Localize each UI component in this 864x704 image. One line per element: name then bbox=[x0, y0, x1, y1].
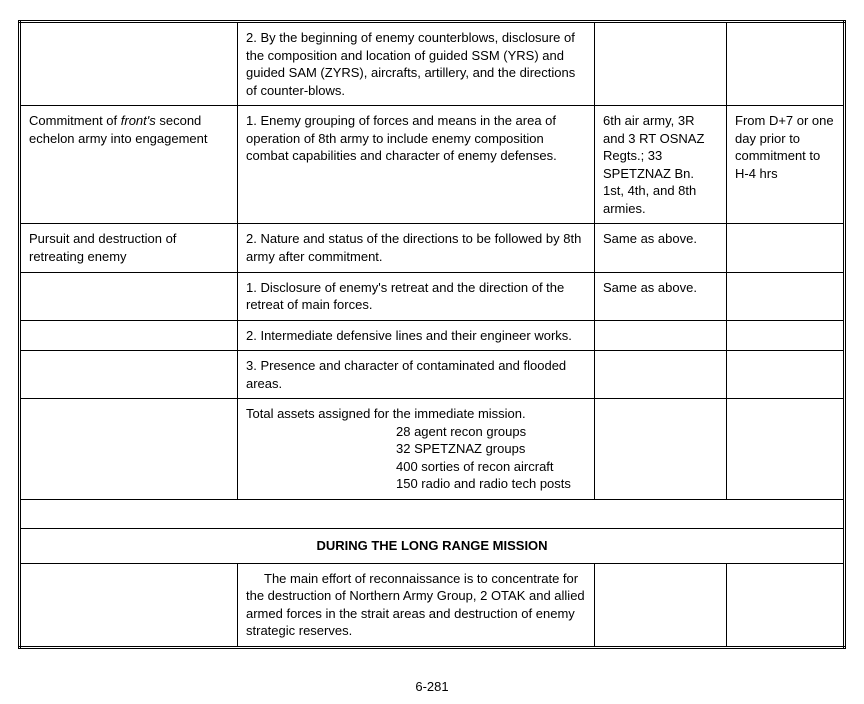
mission-table: 2. By the beginning of enemy counterblow… bbox=[18, 20, 846, 649]
section-header-row: DURING THE LONG RANGE MISSION bbox=[20, 529, 845, 564]
table-row: 3. Presence and character of contaminate… bbox=[20, 351, 845, 399]
cell-assets bbox=[595, 22, 727, 106]
cell-phase: Commitment of front's second echelon arm… bbox=[20, 106, 238, 224]
table-row: The main effort of reconnaissance is to … bbox=[20, 563, 845, 647]
page-number: 6-281 bbox=[18, 679, 846, 694]
table-row: Commitment of front's second echelon arm… bbox=[20, 106, 845, 224]
cell-phase bbox=[20, 563, 238, 647]
cell-timing bbox=[727, 399, 845, 500]
cell-timing bbox=[727, 351, 845, 399]
table-row: Pursuit and destruction of retreating en… bbox=[20, 224, 845, 272]
list-item: 400 sorties of recon aircraft bbox=[396, 458, 586, 476]
cell-assets bbox=[595, 563, 727, 647]
cell-task: 1. Enemy grouping of forces and means in… bbox=[238, 106, 595, 224]
list-item: 28 agent recon groups bbox=[396, 423, 586, 441]
cell-assets bbox=[595, 320, 727, 351]
section-header: DURING THE LONG RANGE MISSION bbox=[20, 529, 845, 564]
cell-timing bbox=[727, 224, 845, 272]
assets-title: Total assets assigned for the immediate … bbox=[246, 405, 586, 423]
cell-phase: Pursuit and destruction of retreating en… bbox=[20, 224, 238, 272]
list-item: 150 radio and radio tech posts bbox=[396, 475, 586, 493]
cell-phase bbox=[20, 320, 238, 351]
cell-phase bbox=[20, 399, 238, 500]
table-row: Total assets assigned for the immediate … bbox=[20, 399, 845, 500]
cell-timing: From D+7 or one day prior to commitment … bbox=[727, 106, 845, 224]
cell-timing bbox=[727, 272, 845, 320]
assets-list: 28 agent recon groups 32 SPETZNAZ groups… bbox=[246, 423, 586, 493]
cell-timing bbox=[727, 22, 845, 106]
cell-task: 1. Disclosure of enemy's retreat and the… bbox=[238, 272, 595, 320]
cell-phase bbox=[20, 22, 238, 106]
text-italic: front's bbox=[121, 113, 156, 128]
paragraph: The main effort of reconnaissance is to … bbox=[246, 570, 586, 640]
cell-task: The main effort of reconnaissance is to … bbox=[238, 563, 595, 647]
cell-timing bbox=[727, 563, 845, 647]
table-row: 1. Disclosure of enemy's retreat and the… bbox=[20, 272, 845, 320]
cell-task: 2. Nature and status of the directions t… bbox=[238, 224, 595, 272]
table-row: 2. Intermediate defensive lines and thei… bbox=[20, 320, 845, 351]
empty-cell bbox=[20, 500, 845, 529]
cell-assets: Same as above. bbox=[595, 224, 727, 272]
cell-phase bbox=[20, 351, 238, 399]
list-item: 32 SPETZNAZ groups bbox=[396, 440, 586, 458]
cell-phase bbox=[20, 272, 238, 320]
cell-assets-summary: Total assets assigned for the immediate … bbox=[238, 399, 595, 500]
text-fragment: Commitment of bbox=[29, 113, 121, 128]
table-row-empty bbox=[20, 500, 845, 529]
cell-assets bbox=[595, 351, 727, 399]
cell-task: 2. Intermediate defensive lines and thei… bbox=[238, 320, 595, 351]
cell-assets bbox=[595, 399, 727, 500]
cell-task: 3. Presence and character of contaminate… bbox=[238, 351, 595, 399]
cell-task: 2. By the beginning of enemy counterblow… bbox=[238, 22, 595, 106]
cell-assets: 6th air army, 3R and 3 RT OSNAZ Regts.; … bbox=[595, 106, 727, 224]
table-row: 2. By the beginning of enemy counterblow… bbox=[20, 22, 845, 106]
cell-assets: Same as above. bbox=[595, 272, 727, 320]
cell-timing bbox=[727, 320, 845, 351]
